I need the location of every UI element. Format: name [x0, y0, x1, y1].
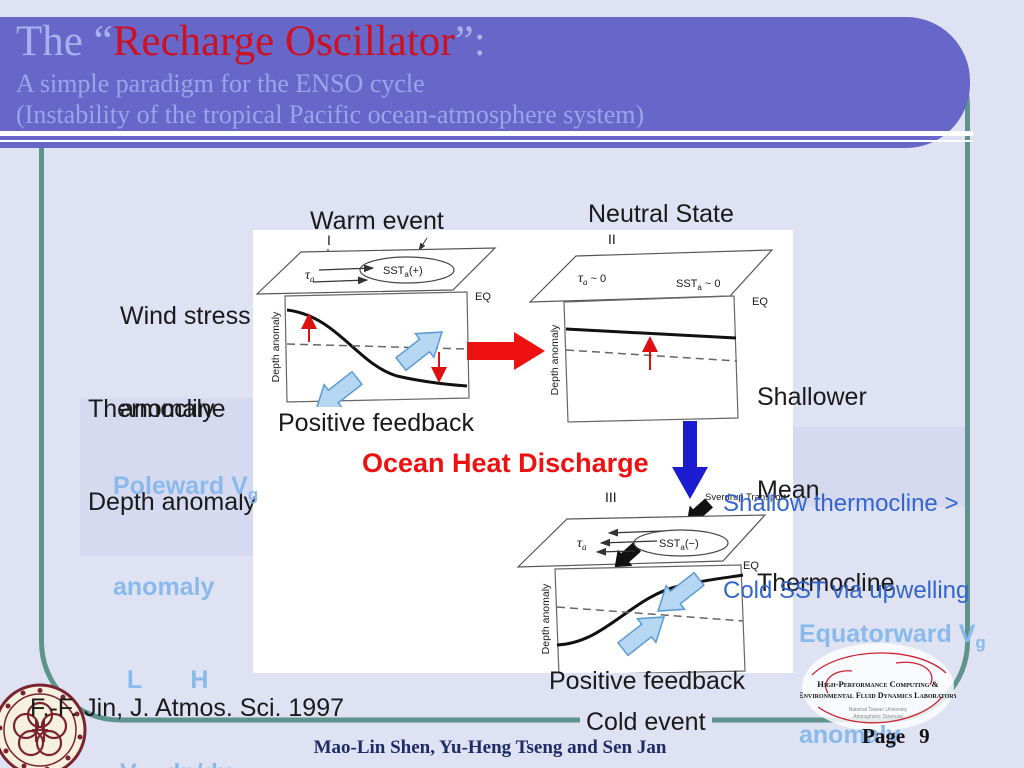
- panel3-tau-label: τa: [577, 536, 587, 552]
- positive-feedback-label-2: Positive feedback: [549, 667, 745, 695]
- panel1-blue-arrow-ne: [395, 331, 444, 372]
- panel1-eq-label: EQ: [475, 291, 491, 303]
- blue-down-arrow: [672, 421, 708, 499]
- lab-logo-line2: Environmental Fluid Dynamics Laboratory: [800, 691, 956, 700]
- lab-logo-line3: National Taiwan University: [849, 707, 908, 713]
- panel3-blue-arrow-ne: [617, 616, 666, 657]
- panel2-tau-label: τa ~ 0: [578, 271, 606, 287]
- panel1-blue-arrow-sw: [314, 370, 363, 407]
- neutral-state-label: Neutral State: [588, 200, 734, 228]
- panel1-numeral: I: [327, 232, 331, 248]
- lab-logo-line4: Atmospheric Sciences: [853, 714, 903, 720]
- wind-arrow-left-3: [595, 547, 636, 556]
- decor-line-thick: [0, 131, 973, 136]
- diagram-warm-event: I τa SSTa(+) EQ Depth anomaly: [255, 232, 497, 407]
- wind-arrow-2: [312, 276, 369, 285]
- panel3-mean-depth-dashed: [556, 606, 744, 622]
- decor-line-thin: [0, 140, 973, 142]
- panel1-axis-label: Depth anomaly: [270, 311, 282, 382]
- reference-label: F.-F. Jin, J. Atmos. Sci. 1997: [30, 694, 345, 722]
- panel2-thermocline-line: [565, 327, 737, 340]
- seal-blossom: [12, 701, 68, 757]
- upwelling-label: Shallow thermocline > Cold SST via upwel…: [723, 490, 970, 604]
- panel2-eq-label: EQ: [752, 296, 768, 308]
- hpc-lab-logo: High-Performance Computing & Environment…: [800, 643, 956, 731]
- seal-center-marks: [32, 720, 48, 742]
- panel2-surface-plane: [528, 249, 774, 303]
- panel1-sst-label: SSTa(+): [383, 265, 423, 279]
- title-colon: :: [473, 18, 486, 65]
- panel2-numeral: II: [608, 231, 616, 247]
- poleward-textbox-fill: [80, 398, 256, 556]
- shallower-thermocline-label: Shallower Mean Thermocline: [757, 383, 895, 597]
- ocean-heat-discharge-label: Ocean Heat Discharge: [362, 448, 649, 478]
- panel1-thermocline-curve: [286, 308, 468, 388]
- panel2-mean-depth-dashed: [565, 349, 738, 362]
- title-open-quote: “: [93, 18, 113, 65]
- panel3-numeral: III: [605, 489, 617, 505]
- slide-subtitle-2: (Instability of the tropical Pacific oce…: [16, 99, 645, 129]
- wind-arrow-left-1: [607, 528, 664, 537]
- warm-event-label: Warm event: [310, 207, 444, 235]
- panel1-sst-ellipse: [359, 256, 455, 284]
- poleward-vg-label: Poleward Vg anomaly L H V ~ dp/dx: [113, 472, 259, 768]
- panel3-sst-label: SSTa(−): [659, 538, 699, 552]
- title-banner: The “Recharge Oscillator”: A simple para…: [0, 17, 970, 148]
- slide-subtitle-1: A simple paradigm for the ENSO cycle: [16, 68, 425, 98]
- panel3-sverdrup-label: Sverdrup Transport: [705, 492, 787, 503]
- lab-logo-line1: High-Performance Computing &: [817, 679, 938, 689]
- title-close-quote: ”: [454, 18, 474, 65]
- panel3-eq-label: EQ: [743, 560, 759, 572]
- panel1-pointer: [418, 237, 428, 251]
- cold-event-label: Cold event: [580, 707, 712, 738]
- panel1-tau-label: τa: [305, 268, 315, 284]
- equatorward-vg-label: Equatorward Vg anomaly H L V ~ dp/dx: [799, 620, 986, 749]
- title-emphasis: Recharge Oscillator: [112, 18, 455, 65]
- ntu-seal-logo: [0, 683, 87, 768]
- author-credit: Mao-Lin Shen, Yu-Heng Tseng and Sen Jan: [313, 737, 667, 758]
- title-prefix: The: [16, 18, 94, 65]
- slide-title: The “Recharge Oscillator”:: [16, 17, 970, 68]
- wind-arrow-left-2: [599, 538, 658, 547]
- red-right-arrow: [467, 332, 545, 370]
- panel3-axis-label: Depth anomaly: [540, 583, 552, 654]
- panel1-surface-plane: [255, 247, 497, 295]
- lab-logo-swirls: [811, 652, 947, 724]
- thermocline-depth-label: Thermocline Depth anomaly: [88, 395, 257, 516]
- panel2-axis-label: Depth anomaly: [549, 324, 561, 395]
- panel3-sst-ellipse: [633, 529, 729, 557]
- panel3-blue-arrow-sw: [656, 571, 705, 612]
- positive-feedback-label-1: Positive feedback: [278, 409, 474, 437]
- diagram-cold-event: III Sverdrup Transport τa SSTa(−) EQ Dep…: [516, 489, 787, 673]
- wind-arrow-1: [318, 264, 375, 273]
- page-number: Page 9: [862, 724, 930, 748]
- panel1-depth-box: [284, 291, 470, 403]
- upwelling-textbox-fill: [792, 427, 969, 507]
- diagram-neutral-state: II τa ~ 0 SSTa ~ 0 EQ Depth anomaly: [528, 231, 774, 423]
- panel2-sst-label: SSTa ~ 0: [676, 278, 721, 292]
- panel3-sverdrup-arrow-bottom: [614, 542, 642, 568]
- wind-stress-label: Wind stress anomaly: [120, 302, 251, 423]
